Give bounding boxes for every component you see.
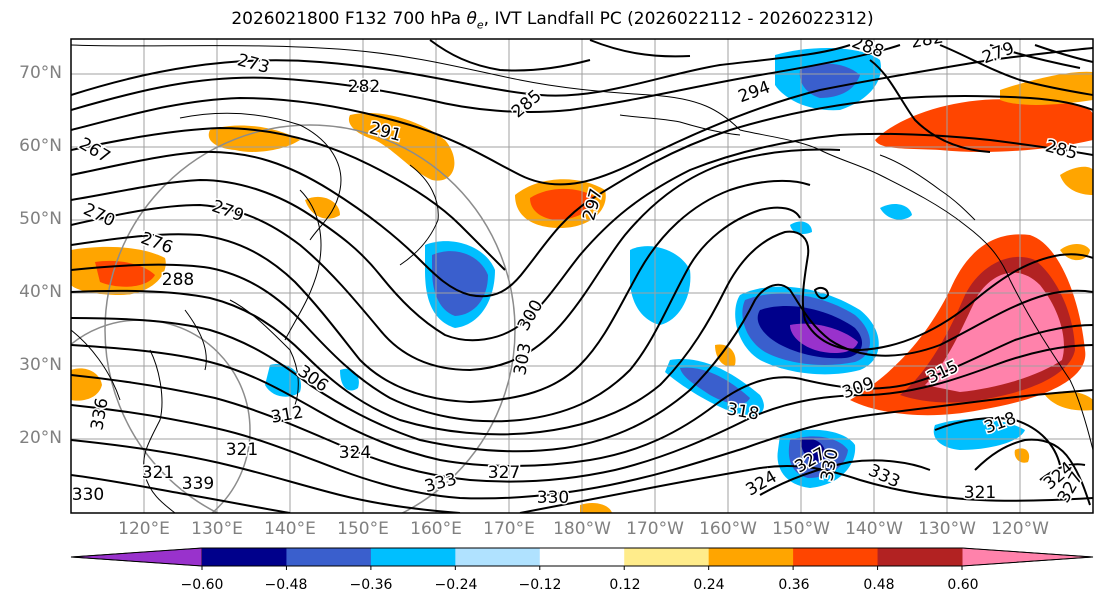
colorbar-tick-label: 0.12	[609, 577, 641, 593]
lon-label: 130°E	[191, 519, 243, 539]
colorbar	[70, 547, 1094, 570]
colorbar-tick-label: −0.60	[180, 577, 224, 593]
contour-label: 324	[339, 443, 371, 463]
colorbar-tick-label: 0.24	[693, 577, 725, 593]
map-border	[70, 38, 1094, 514]
lon-label: 170°E	[483, 519, 535, 539]
contour-label: 288	[162, 270, 194, 290]
colorbar-tick-label: −0.12	[518, 577, 562, 593]
lat-label: 50°N	[19, 209, 62, 229]
contour-label: 330	[72, 485, 104, 505]
lat-label: 60°N	[19, 136, 62, 156]
gulf-alaska-positive	[875, 99, 1093, 152]
contour-label: 321	[226, 440, 258, 460]
colorbar-extend-high	[961, 547, 1094, 567]
lon-label: 130°W	[918, 519, 976, 539]
lon-label: 150°E	[337, 519, 389, 539]
colorbar-tick-label: 0.36	[778, 577, 810, 593]
coastlines	[71, 44, 1093, 513]
lon-label: 160°E	[410, 519, 462, 539]
colorbar-bin	[624, 548, 710, 566]
lon-label: 160°W	[699, 519, 757, 539]
contour-label: 321	[964, 483, 996, 503]
colorbar-bin	[370, 548, 456, 566]
lat-label: 30°N	[19, 355, 62, 375]
colorbar-bin	[202, 548, 287, 566]
contour-label: 339	[182, 474, 214, 494]
contour-label: 321	[142, 463, 174, 483]
lat-label: 40°N	[19, 282, 62, 302]
contour-label: 327	[488, 463, 520, 483]
colorbar-tick-label: −0.48	[264, 577, 308, 593]
colorbar-bin	[455, 548, 541, 566]
lon-label: 150°W	[772, 519, 830, 539]
colorbar-bin	[539, 548, 625, 566]
lon-label: 120°W	[991, 519, 1049, 539]
contour-label: 282	[348, 77, 380, 97]
colorbar-tick-label: −0.24	[434, 577, 478, 593]
colorbar-tick-label: 0.48	[863, 577, 895, 593]
lat-label: 70°N	[19, 63, 62, 83]
lon-label: 140°E	[264, 519, 316, 539]
contour-label: 330	[537, 488, 569, 508]
map-title: 2026021800 F132 700 hPa θe, IVT Landfall…	[231, 9, 874, 32]
colorbar-bin	[793, 548, 879, 566]
colorbar-extend-low	[70, 547, 203, 567]
colorbar-bin	[708, 548, 794, 566]
lat-label: 20°N	[19, 428, 62, 448]
lon-label: 180°W	[553, 519, 611, 539]
colorbar-bin	[877, 548, 963, 566]
colorbar-tick-label: −0.36	[349, 577, 393, 593]
theta-e-contours	[71, 39, 1093, 513]
lon-label: 120°E	[118, 519, 170, 539]
colorbar-tick-label: 0.60	[947, 577, 979, 593]
lon-label: 170°W	[626, 519, 684, 539]
colorbar-bin	[286, 548, 372, 566]
lon-label: 140°W	[845, 519, 903, 539]
positive-anomaly-plume-core	[925, 272, 1064, 392]
